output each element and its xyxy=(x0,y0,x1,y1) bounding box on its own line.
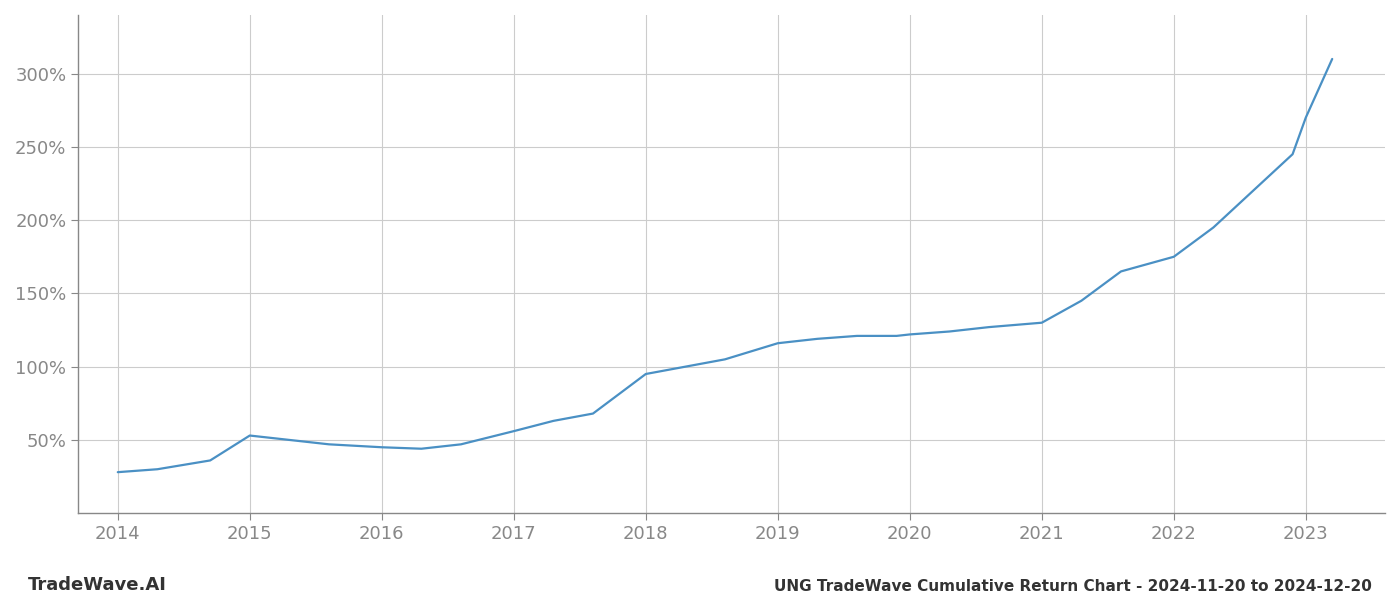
Text: TradeWave.AI: TradeWave.AI xyxy=(28,576,167,594)
Text: UNG TradeWave Cumulative Return Chart - 2024-11-20 to 2024-12-20: UNG TradeWave Cumulative Return Chart - … xyxy=(774,579,1372,594)
